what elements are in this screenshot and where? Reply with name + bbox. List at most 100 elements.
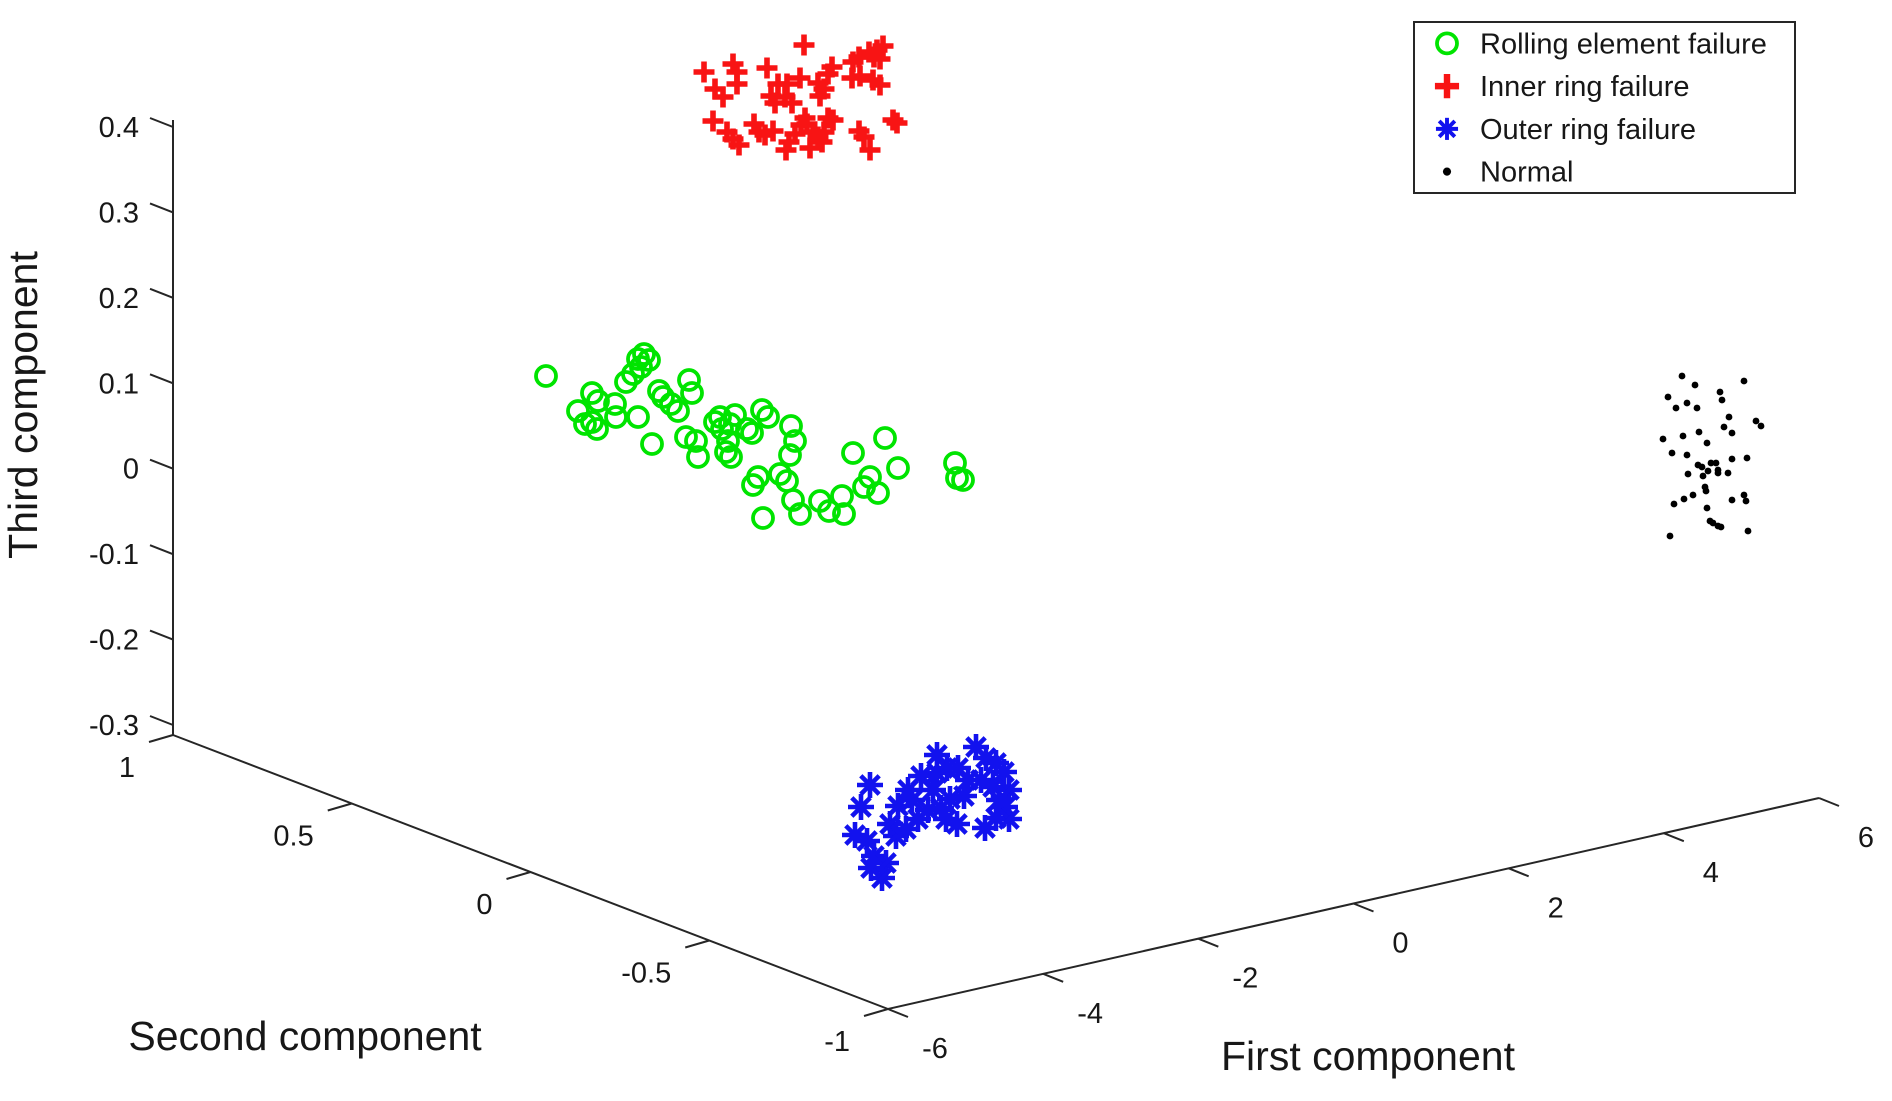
dot-marker-point [1707, 459, 1715, 467]
asterisk-marker-point [972, 815, 998, 841]
circle-marker-point [750, 398, 774, 422]
plus-marker-point [822, 109, 844, 131]
dot-marker-point [1725, 413, 1733, 421]
y-tick-label: 1 [119, 752, 135, 784]
circle-marker-point [951, 468, 975, 492]
circle-marker-point [714, 440, 738, 464]
dot-marker-point [1695, 428, 1703, 436]
circle-marker-point [603, 392, 627, 416]
dot-marker-point [1672, 404, 1680, 412]
y-axis-label: Second component [128, 1013, 482, 1059]
dot-marker-point [1709, 519, 1717, 527]
dot-marker-point [1698, 463, 1706, 471]
dot-marker-point [1689, 491, 1697, 499]
dot-marker-point [1670, 500, 1678, 508]
plus-marker-point [793, 34, 815, 56]
dot-marker-point [1728, 429, 1736, 437]
dot-marker-point [1720, 423, 1728, 431]
plus-marker-point [799, 137, 821, 159]
circle-marker-point [604, 405, 628, 429]
y-tick-label: -0.5 [621, 958, 671, 990]
dot-marker-point [1684, 470, 1692, 478]
plus-marker-point [712, 86, 734, 108]
circle-marker-point [686, 445, 710, 469]
circle-marker-point [778, 443, 802, 467]
dot-marker-point [1703, 504, 1711, 512]
plus-marker-point [869, 74, 891, 96]
z-tick-label: -0.2 [89, 625, 139, 657]
y-tick-label: 0 [476, 889, 492, 921]
dot-marker-point [1679, 432, 1687, 440]
circle-marker-point [741, 473, 765, 497]
circle-marker-point [677, 368, 701, 392]
circle-marker-point [585, 417, 609, 441]
dot-marker-point [1718, 396, 1726, 404]
asterisk-marker-point [955, 767, 981, 793]
plus-marker-point [702, 110, 724, 132]
z-axis-label: Third component [0, 251, 46, 559]
plus-marker-point [886, 112, 908, 134]
dot-marker-point [1716, 388, 1724, 396]
circle-marker-point [841, 441, 865, 465]
dot-marker-point [1683, 451, 1691, 459]
circle-marker-point [666, 399, 690, 423]
x-tick-label: -2 [1232, 963, 1258, 995]
circle-marker-point [534, 364, 558, 388]
asterisk-marker-point [928, 795, 954, 821]
z-tick-label: 0 [123, 454, 139, 486]
z-tick-label: 0.3 [99, 197, 139, 229]
plus-marker-point [762, 120, 784, 142]
circle-marker-point [659, 392, 683, 416]
z-tick-label: 0.2 [99, 283, 139, 315]
circle-marker-point [637, 348, 661, 372]
legend-label: Outer ring failure [1480, 114, 1696, 146]
circle-marker-point [832, 502, 856, 526]
circle-marker-point [716, 429, 740, 453]
circle-marker-point [756, 405, 780, 429]
dot-marker-point [1740, 491, 1748, 499]
circle-marker-point [632, 342, 656, 366]
circle-marker-point [866, 481, 890, 505]
dot-marker-point [1693, 404, 1701, 412]
dot-marker-point [1742, 497, 1750, 505]
dot-marker-point [1717, 523, 1725, 531]
legend-circle-icon [1435, 31, 1459, 56]
legend-label: Rolling element failure [1480, 28, 1767, 60]
plus-marker-point [726, 73, 748, 95]
asterisk-marker-point [996, 806, 1022, 832]
dot-marker-point [1724, 469, 1732, 477]
asterisk-marker-point [899, 787, 925, 813]
circle-marker-point [783, 429, 807, 453]
dot-marker-point [1712, 459, 1720, 467]
dot-marker-point [1744, 527, 1752, 535]
circle-marker-point [735, 417, 759, 441]
legend-plus-icon [1434, 74, 1460, 99]
dot-marker-point [1714, 469, 1722, 477]
legend-entry: Normal [1442, 157, 1573, 189]
asterisk-marker-point [986, 787, 1012, 813]
y-tick-label: 0.5 [273, 821, 313, 853]
legend-dot-icon [1442, 167, 1452, 176]
x-tick-label: 4 [1703, 857, 1719, 889]
plus-marker-point [776, 73, 798, 95]
plus-marker-point [817, 63, 839, 85]
circle-marker-point [740, 421, 764, 445]
plus-marker-point [872, 35, 894, 57]
circle-marker-point [586, 389, 610, 413]
x-tick-label: 0 [1392, 928, 1408, 960]
z-tick-label: -0.3 [89, 710, 139, 742]
x-tick-label: -4 [1077, 998, 1103, 1030]
plus-marker-point [809, 85, 831, 107]
z-tick-label: -0.1 [89, 539, 139, 571]
circle-marker-point [781, 488, 805, 512]
circle-marker-point [779, 414, 803, 438]
x-tick-label: -6 [922, 1033, 948, 1065]
x-axis: -6 -4 -2 0 2 4 6 [887, 797, 1874, 1065]
circle-marker-point [680, 381, 704, 405]
dot-marker-point [1740, 377, 1748, 385]
legend-entry: Inner ring failure [1434, 71, 1690, 103]
dot-marker-point [1683, 399, 1691, 407]
legend-label: Inner ring failure [1480, 71, 1690, 103]
circle-marker-point [723, 403, 747, 427]
